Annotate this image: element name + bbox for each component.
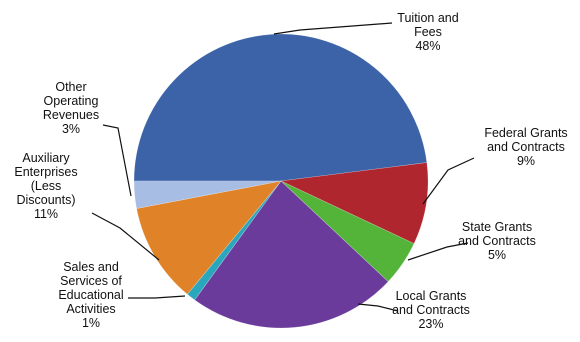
slice-label-1: Federal Grants and Contracts 9% <box>484 126 567 168</box>
slice-label-5-line-0: Auxiliary <box>22 151 70 165</box>
slice-labels: Tuition and Fees 48%Federal Grants and Cont… <box>14 11 567 331</box>
leader-line-6 <box>102 124 132 197</box>
slice-label-1-line-1: and Contracts <box>487 140 565 154</box>
slice-label-2: State Grants and Contracts 5% <box>458 220 536 262</box>
leader-line-4 <box>128 295 186 299</box>
pie-slice-3 <box>194 180 389 329</box>
slice-label-2-line-1: and Contracts <box>458 234 536 248</box>
slice-label-5-line-2: (Less <box>31 179 62 193</box>
slice-label-6-line-2: Revenues <box>43 108 99 122</box>
slice-label-0-line-0: Tuition and <box>397 11 458 25</box>
leader-lines <box>91 22 475 312</box>
slice-label-4-line-2: Educational <box>58 288 123 302</box>
slice-label-4: Sales and Services of Educational Activitie… <box>58 260 123 330</box>
slice-label-4-line-1: Services of <box>60 274 122 288</box>
slice-label-6-line-0: Other <box>55 80 86 94</box>
slice-label-0-line-2: 48% <box>415 39 440 53</box>
slice-label-6-line-3: 3% <box>62 122 80 136</box>
slice-label-0-line-1: Fees <box>414 25 442 39</box>
slice-label-5-line-1: Enterprises <box>14 165 77 179</box>
slice-label-3-line-2: 23% <box>418 317 443 331</box>
pie-slice-0 <box>133 33 428 182</box>
slice-label-2-line-0: State Grants <box>462 220 532 234</box>
slice-label-2-line-2: 5% <box>488 248 506 262</box>
leader-line-1 <box>422 157 475 205</box>
slice-label-5-line-4: 11% <box>34 207 58 221</box>
slice-label-3-line-0: Local Grants <box>396 289 467 303</box>
slice-label-5: Auxiliary Enterprises (Less Discounts) 11% <box>14 151 77 221</box>
slice-label-1-line-0: Federal Grants <box>484 126 567 140</box>
slice-label-4-line-0: Sales and <box>63 260 119 274</box>
slice-label-6: Other Operating Revenues 3% <box>43 80 99 136</box>
slice-label-3-line-1: and Contracts <box>392 303 470 317</box>
slice-label-3: Local Grants and Contracts 23% <box>392 289 470 331</box>
leader-line-0 <box>273 22 393 35</box>
slice-label-4-line-3: Activities <box>66 302 115 316</box>
leader-line-5 <box>91 212 160 261</box>
leader-line-3 <box>357 303 399 312</box>
pie-slice-1 <box>279 162 429 244</box>
slice-label-0: Tuition and Fees 48% <box>397 11 458 53</box>
pie-slice-2 <box>280 180 415 283</box>
slice-label-4-line-4: 1% <box>82 316 100 330</box>
leader-line-2 <box>407 242 469 261</box>
slice-label-1-line-2: 9% <box>517 154 535 168</box>
slice-label-5-line-3: Discounts) <box>16 193 75 207</box>
pie-slices <box>133 33 429 329</box>
pie-slice-4 <box>186 180 282 301</box>
slice-label-6-line-1: Operating <box>44 94 99 108</box>
pie-slice-6 <box>133 180 282 209</box>
